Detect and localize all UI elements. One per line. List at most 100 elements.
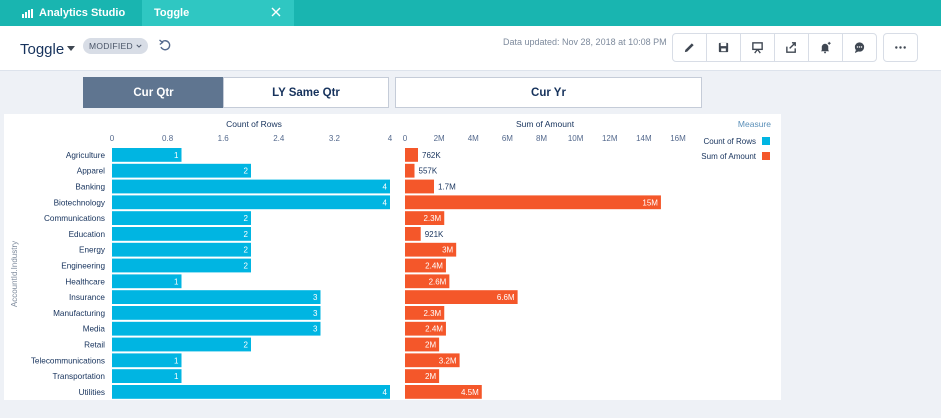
count-data-label: 4 — [383, 198, 388, 207]
count-bar[interactable] — [112, 306, 321, 320]
bar-chart: AccountId.Industry Count of Rows Sum of … — [10, 119, 771, 399]
amount-data-label: 4.5M — [461, 388, 479, 397]
amount-tick-label: 8M — [536, 134, 547, 143]
analytics-icon — [22, 8, 33, 18]
count-data-label: 3 — [313, 293, 318, 302]
notify-button[interactable] — [808, 33, 843, 62]
count-tick-label: 0 — [110, 134, 115, 143]
save-button[interactable] — [706, 33, 741, 62]
category-label: Insurance — [69, 293, 105, 302]
tab-toggle[interactable]: Toggle — [142, 0, 294, 26]
count-data-label: 4 — [383, 388, 388, 397]
amount-data-label: 2.3M — [423, 309, 441, 318]
count-bar[interactable] — [112, 195, 390, 210]
amount-bar[interactable] — [405, 274, 450, 289]
modified-badge[interactable]: MODIFIED — [83, 38, 148, 54]
amount-bar[interactable] — [405, 306, 445, 320]
amount-bar[interactable] — [405, 148, 419, 162]
legend-swatch-count — [762, 137, 770, 145]
count-bar[interactable] — [112, 274, 182, 289]
category-label: Manufacturing — [53, 309, 105, 318]
legend-title: Measure — [738, 119, 771, 129]
amount-data-label: 557K — [419, 167, 438, 176]
amount-tick-label: 14M — [636, 134, 652, 143]
amount-data-label: 3.2M — [439, 356, 457, 365]
amount-data-label: 2M — [425, 372, 436, 381]
edit-button[interactable] — [672, 33, 707, 62]
amount-bar[interactable] — [405, 290, 518, 304]
count-bar[interactable] — [112, 337, 251, 352]
count-data-label: 1 — [174, 151, 179, 160]
amount-bar[interactable] — [405, 195, 661, 210]
share-button[interactable] — [774, 33, 809, 62]
amount-bar[interactable] — [405, 353, 460, 368]
amount-tick-label: 10M — [568, 134, 584, 143]
category-label: Retail — [84, 341, 105, 350]
amount-bar[interactable] — [405, 227, 421, 241]
amount-bar[interactable] — [405, 179, 435, 194]
toggle-ly-same-qtr[interactable]: LY Same Qtr — [223, 77, 389, 108]
category-label: Transportation — [53, 372, 106, 381]
category-label: Media — [83, 325, 106, 334]
undo-icon[interactable] — [158, 38, 172, 52]
amount-bar[interactable] — [405, 163, 415, 178]
toggle-cur-qtr[interactable]: Cur Qtr — [83, 77, 224, 108]
category-label: Healthcare — [65, 277, 105, 286]
count-data-label: 2 — [244, 341, 249, 350]
category-label: Communications — [44, 214, 105, 223]
amount-axis-title: Sum of Amount — [516, 119, 575, 129]
count-tick-label: 3.2 — [329, 134, 341, 143]
category-label: Apparel — [77, 167, 105, 176]
amount-data-label: 762K — [422, 151, 441, 160]
present-button[interactable] — [740, 33, 775, 62]
count-data-label: 2 — [244, 230, 249, 239]
amount-bar[interactable] — [405, 337, 440, 352]
amount-tick-label: 12M — [602, 134, 618, 143]
count-bar[interactable] — [112, 148, 182, 162]
amount-tick-label: 4M — [468, 134, 479, 143]
count-data-label: 2 — [244, 246, 249, 255]
count-bar[interactable] — [112, 353, 182, 368]
amount-tick-label: 0 — [403, 134, 408, 143]
chart-panel: AccountId.Industry Count of Rows Sum of … — [4, 114, 781, 400]
category-label: Energy — [79, 246, 106, 255]
count-axis-title: Count of Rows — [226, 119, 282, 129]
amount-bar[interactable] — [405, 369, 440, 383]
count-bar[interactable] — [112, 385, 390, 399]
count-bar[interactable] — [112, 258, 251, 273]
legend-label-amount: Sum of Amount — [701, 152, 756, 161]
category-label: Education — [69, 230, 106, 239]
count-bar[interactable] — [112, 179, 390, 194]
more-actions-button[interactable] — [883, 33, 918, 62]
count-bar[interactable] — [112, 227, 251, 241]
comment-button[interactable] — [842, 33, 877, 62]
amount-data-label: 1.7M — [438, 183, 456, 192]
count-bar[interactable] — [112, 290, 321, 304]
amount-data-label: 2.3M — [423, 214, 441, 223]
amount-bar[interactable] — [405, 211, 445, 225]
amount-data-label: 921K — [425, 230, 444, 239]
count-bar[interactable] — [112, 211, 251, 225]
present-icon — [752, 42, 763, 54]
app-launcher[interactable]: Analytics Studio — [0, 0, 142, 26]
count-bar[interactable] — [112, 242, 251, 257]
title-menu-caret-icon[interactable] — [67, 46, 75, 51]
close-icon[interactable] — [270, 6, 282, 18]
count-bar[interactable] — [112, 369, 182, 383]
amount-bar[interactable] — [405, 258, 446, 273]
count-tick-label: 2.4 — [273, 134, 285, 143]
app-name: Analytics Studio — [39, 7, 126, 19]
count-data-label: 1 — [174, 372, 179, 381]
amount-data-label: 6.6M — [497, 293, 515, 302]
toggle-cur-yr[interactable]: Cur Yr — [395, 77, 702, 108]
count-bar[interactable] — [112, 321, 321, 336]
amount-bar[interactable] — [405, 242, 457, 257]
amount-bar[interactable] — [405, 321, 446, 336]
count-data-label: 2 — [244, 262, 249, 271]
amount-data-label: 2.4M — [425, 325, 443, 334]
count-bar[interactable] — [112, 163, 251, 178]
amount-bar[interactable] — [405, 385, 482, 399]
amount-data-label: 2.6M — [429, 277, 447, 286]
category-label: Biotechnology — [54, 198, 106, 207]
legend-swatch-amount — [762, 152, 770, 160]
